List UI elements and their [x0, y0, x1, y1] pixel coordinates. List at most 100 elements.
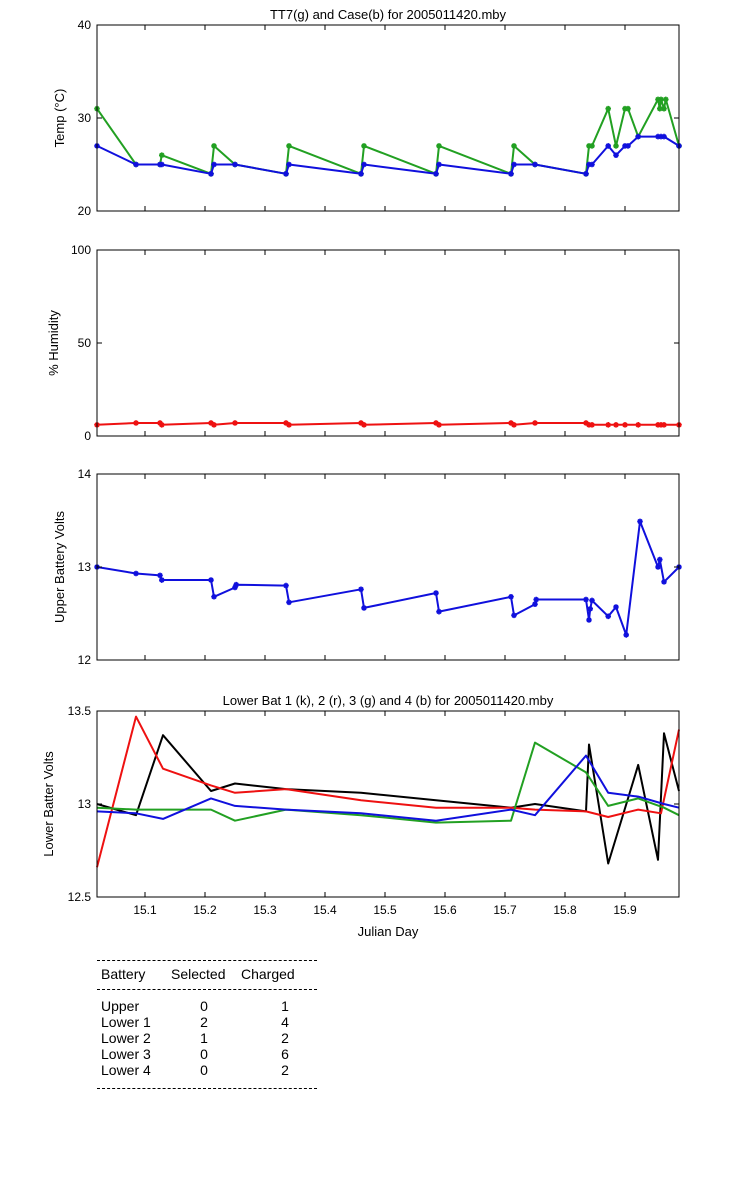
data-point: [605, 422, 611, 428]
cell-charged: 2: [281, 1030, 289, 1046]
data-point: [622, 422, 628, 428]
data-point: [511, 161, 517, 168]
data-point: [589, 422, 595, 428]
data-point: [613, 604, 619, 610]
data-point: [286, 599, 292, 606]
y-tick-label: 14: [78, 467, 92, 481]
data-point: [211, 422, 217, 428]
data-point: [533, 596, 539, 603]
series-line-0-1: [96, 135, 680, 175]
data-point: [157, 572, 163, 579]
data-point: [433, 420, 439, 426]
data-point: [508, 420, 514, 426]
data-point: [159, 161, 165, 168]
data-point: [583, 171, 589, 177]
table-row: Lower 4 0 2: [97, 1062, 317, 1078]
data-point: [661, 133, 667, 140]
data-point: [625, 143, 631, 149]
data-point: [589, 161, 595, 168]
data-point: [583, 420, 589, 426]
axes-frame-1: [96, 249, 680, 437]
data-point: [361, 161, 367, 168]
x-tick-label: 15.4: [313, 903, 337, 917]
data-point: [661, 422, 667, 428]
data-point: [613, 143, 619, 149]
data-point: [358, 420, 364, 426]
cell-charged: 4: [281, 1014, 289, 1030]
data-point: [658, 96, 664, 103]
table-bottom-rule: [97, 1088, 317, 1089]
table-row: Lower 2 1 2: [97, 1030, 317, 1046]
data-point: [133, 161, 139, 168]
table-header-rule: [97, 989, 317, 990]
header-charged: Charged: [241, 966, 295, 982]
data-point: [283, 420, 289, 426]
x-tick-label: 15.2: [193, 903, 217, 917]
data-point: [623, 632, 629, 638]
x-tick-label: 15.6: [433, 903, 457, 917]
cell-battery: Lower 1: [101, 1014, 151, 1030]
cell-selected: 2: [200, 1014, 208, 1030]
data-point: [586, 161, 592, 168]
data-point: [589, 143, 595, 149]
cell-selected: 1: [200, 1030, 208, 1046]
y-tick-label: 40: [78, 18, 92, 32]
cell-selected: 0: [200, 998, 208, 1014]
cell-charged: 2: [281, 1062, 289, 1078]
series-line-3-2: [96, 741, 680, 824]
data-point: [532, 601, 538, 607]
x-tick-label: 15.1: [133, 903, 157, 917]
data-point: [433, 171, 439, 177]
data-point: [661, 579, 667, 585]
data-point: [283, 582, 289, 589]
data-point: [625, 105, 631, 112]
x-tick-label: 15.3: [253, 903, 277, 917]
data-point: [622, 105, 628, 112]
x-tick-label: 15.5: [373, 903, 397, 917]
data-point: [361, 605, 367, 611]
data-point: [159, 152, 165, 158]
y-tick-label: 13.5: [68, 704, 92, 718]
data-point: [433, 590, 439, 596]
x-axis-label-3: Julian Day: [358, 924, 419, 939]
data-point: [436, 608, 442, 615]
data-point: [211, 143, 217, 149]
data-point: [133, 420, 139, 426]
y-tick-label: 0: [84, 429, 91, 443]
chart-title-3: Lower Bat 1 (k), 2 (r), 3 (g) and 4 (b) …: [223, 693, 554, 708]
data-point: [361, 422, 367, 428]
data-point: [657, 556, 663, 563]
data-point: [658, 422, 664, 428]
data-point: [658, 133, 664, 140]
data-point: [511, 422, 517, 428]
axes-frame-2: [96, 473, 680, 661]
table-header-row: Battery Selected Charged: [97, 961, 317, 989]
data-point: [208, 420, 214, 426]
x-tick-label: 15.9: [613, 903, 637, 917]
series-line-3-1: [96, 715, 680, 868]
y-tick-label: 100: [71, 243, 91, 257]
y-tick-label: 12.5: [68, 890, 92, 904]
data-point: [613, 152, 619, 158]
table-top-rule: [97, 960, 317, 961]
y-axis-label-3: Lower Batter Volts: [41, 751, 56, 857]
data-point: [286, 161, 292, 168]
data-point: [511, 612, 517, 619]
y-axis-label-2: Upper Battery Volts: [52, 511, 67, 623]
cell-battery: Lower 3: [101, 1046, 151, 1062]
data-point: [232, 420, 238, 426]
data-point: [208, 171, 214, 177]
summary-table: Battery Selected Charged Upper 0 1 Lower…: [97, 960, 317, 1089]
x-tick-label: 15.8: [553, 903, 577, 917]
axes-frame-3: [96, 710, 680, 898]
data-point: [587, 606, 593, 612]
data-point: [211, 593, 217, 600]
data-point: [663, 96, 669, 103]
data-point: [532, 161, 538, 168]
chart-title-0: TT7(g) and Case(b) for 2005011420.mby: [270, 7, 507, 22]
data-point: [622, 143, 628, 149]
data-point: [586, 422, 592, 428]
y-tick-label: 30: [78, 111, 92, 125]
data-point: [532, 420, 538, 426]
